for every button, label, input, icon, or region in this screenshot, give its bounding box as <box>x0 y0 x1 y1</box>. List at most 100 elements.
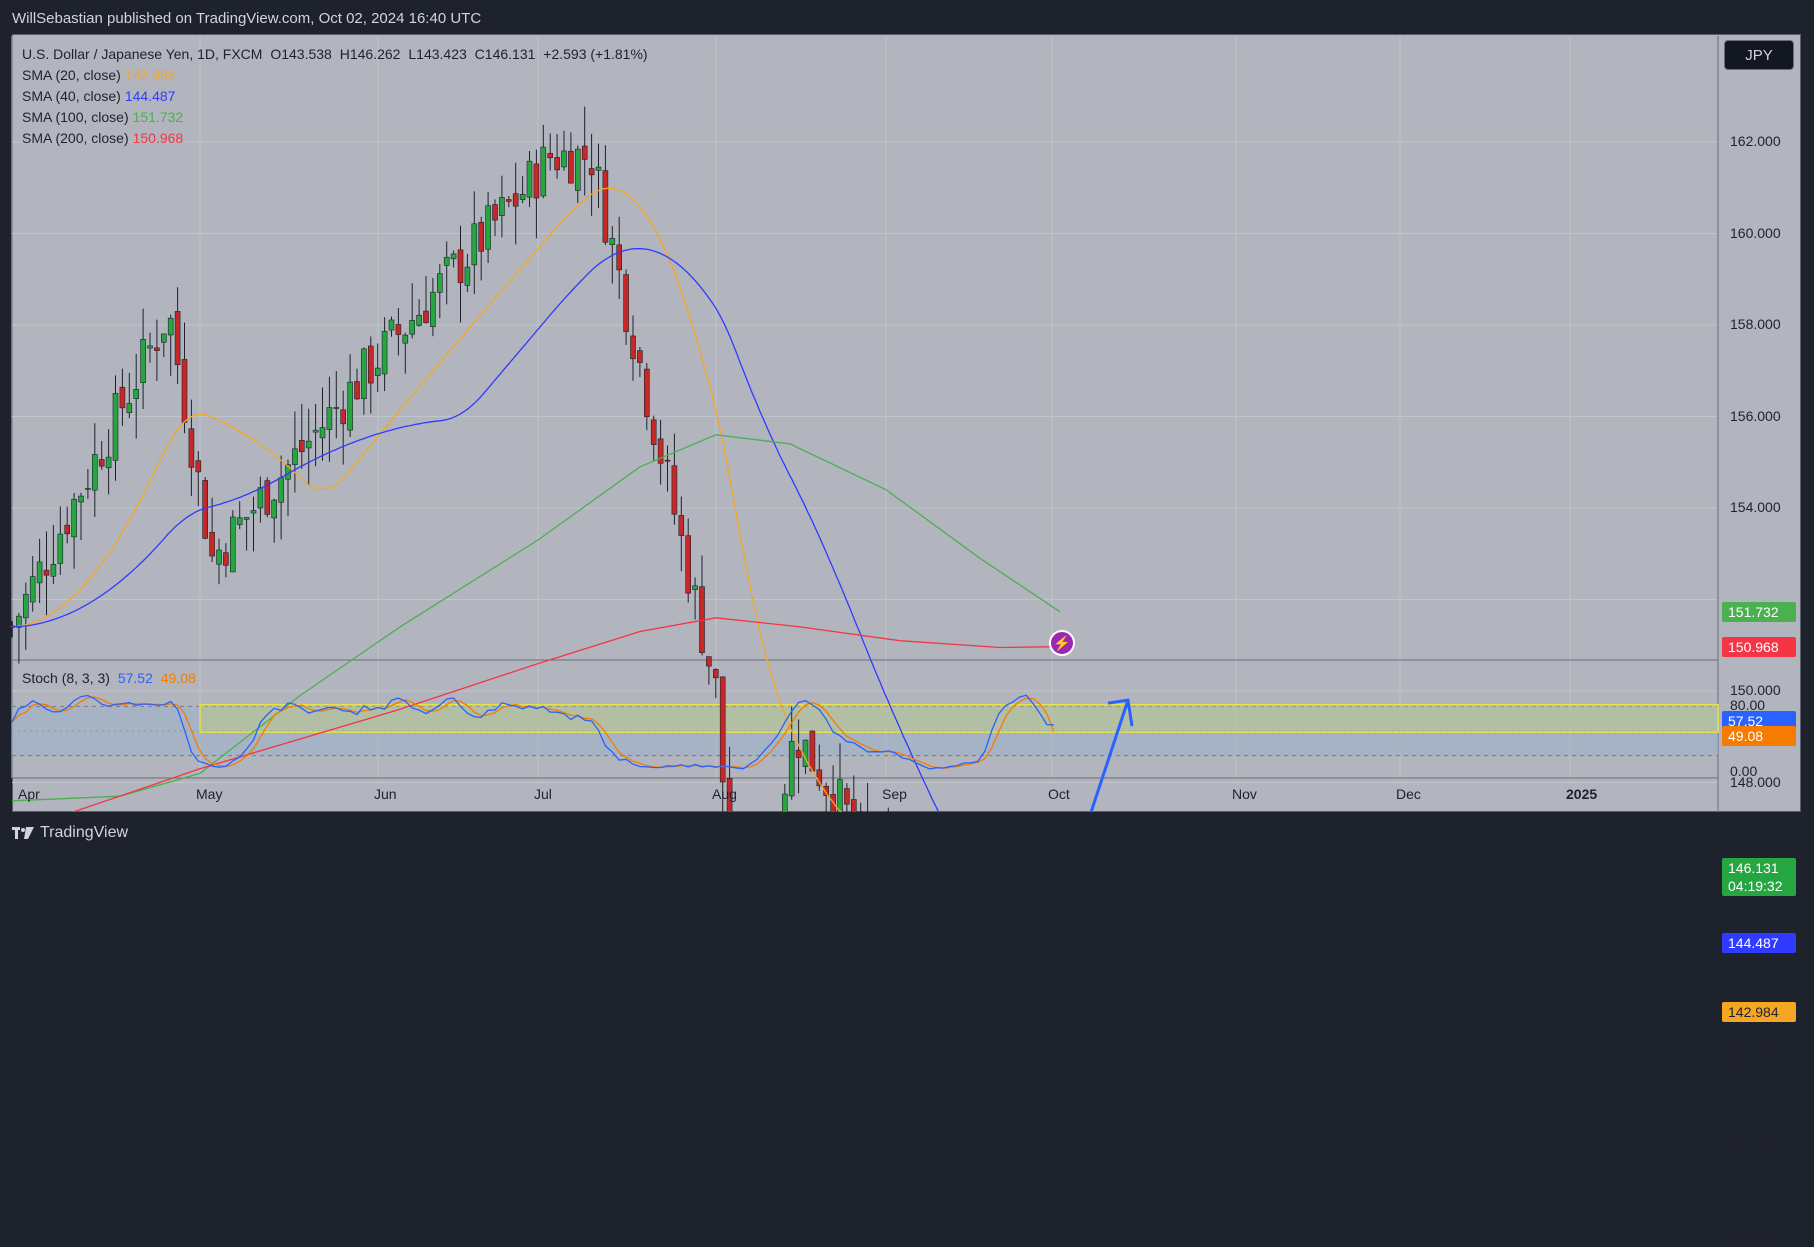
indicator-value: 150.968 <box>132 130 184 146</box>
candle-up <box>133 389 139 399</box>
candle-down <box>706 656 712 667</box>
ohlc-change: +2.593 (+1.81%) <box>543 46 648 62</box>
candle-up <box>278 477 284 503</box>
resistance-zone <box>199 703 1719 733</box>
candle-down <box>623 274 629 332</box>
candle-up <box>361 348 367 399</box>
candle-down <box>568 150 574 184</box>
candle-down <box>616 244 623 271</box>
time-tick-label: Nov <box>1232 786 1257 802</box>
time-tick-label: Aug <box>712 786 737 802</box>
candle-down <box>650 419 657 445</box>
candle-up <box>595 166 602 171</box>
candle-up <box>105 456 112 469</box>
candle-up <box>381 331 388 375</box>
time-tick-label: Oct <box>1048 786 1070 802</box>
candle-down <box>119 386 126 409</box>
candle-down <box>505 199 512 202</box>
price-tag-sma200: 150.968 <box>1722 636 1796 657</box>
candle-up <box>788 740 795 797</box>
price-tick-label: 154.000 <box>1730 499 1781 515</box>
price-tag-sma100: 151.732 <box>1722 601 1796 622</box>
candle-up <box>36 561 43 584</box>
candle-up <box>22 593 29 619</box>
candle-down <box>630 335 636 360</box>
indicator-label: SMA (200, close) <box>22 130 129 146</box>
candle-down <box>712 669 719 679</box>
sma40-line <box>11 247 962 856</box>
candle-down <box>43 569 50 576</box>
stoch-tick-label: 0.00 <box>1730 763 1758 779</box>
lightning-icon[interactable]: ⚡ <box>1049 630 1075 656</box>
candle-down <box>554 157 560 171</box>
ohlc-open: O143.538 <box>270 46 332 62</box>
candle-down <box>685 535 692 594</box>
candle-up <box>485 205 491 250</box>
indicator-row[interactable]: SMA (20, close) 142.984 <box>22 65 652 86</box>
candle-up <box>319 427 326 439</box>
candle-down <box>478 221 485 252</box>
candle-down <box>264 480 271 515</box>
candle-down <box>64 524 70 535</box>
candle-up <box>16 615 22 628</box>
price-tick-label: 140.000 <box>1730 1139 1781 1156</box>
indicator-row[interactable]: SMA (200, close) 150.968 <box>22 128 652 149</box>
candle-up <box>430 291 436 327</box>
candle-down <box>637 350 643 363</box>
candle-down <box>588 168 595 176</box>
currency-badge[interactable]: JPY <box>1724 40 1794 70</box>
price-tick-label: 160.000 <box>1730 224 1781 241</box>
tradingview-brand: TradingView <box>40 824 129 841</box>
candle-up <box>464 266 471 286</box>
ohlc-close: C146.131 <box>474 46 536 62</box>
candle-up <box>443 256 450 266</box>
candle-up <box>140 339 146 384</box>
stoch-d-value: 49.08 <box>160 670 196 686</box>
stoch-label[interactable]: Stoch (8, 3, 3) <box>22 670 110 686</box>
sma200-line <box>11 617 1061 834</box>
candle-down <box>809 730 816 772</box>
candle-up <box>540 146 547 197</box>
candle-up <box>216 549 222 565</box>
sma100-line <box>11 434 1061 802</box>
candle-up <box>92 454 98 491</box>
bullish-arrowhead <box>1107 698 1134 727</box>
stoch-k-line <box>11 694 1054 770</box>
time-tick-label: Apr <box>18 786 40 802</box>
indicator-value: 151.732 <box>132 109 184 125</box>
price-chart[interactable] <box>0 0 1814 856</box>
publish-info: WillSebastian published on TradingView.c… <box>12 10 482 27</box>
last-price-value: 146.131 <box>1728 860 1779 876</box>
candle-down <box>174 311 181 366</box>
price-tick-label: 156.000 <box>1730 407 1781 424</box>
candle-down <box>98 459 105 467</box>
price-tick-label: 150.000 <box>1730 682 1781 698</box>
tradingview-logo[interactable]: TradingView <box>12 824 128 842</box>
chart-pane[interactable] <box>12 34 1801 812</box>
candle-up <box>333 407 340 409</box>
candle-down <box>492 204 498 221</box>
candle-up <box>519 193 526 200</box>
time-tick-label: Jul <box>534 786 552 802</box>
stoch-k-value: 57.52 <box>117 670 153 686</box>
price-tag-last: 146.131 04:19:32 <box>1722 858 1796 896</box>
candle-down <box>512 193 519 207</box>
candle-down <box>844 788 850 805</box>
candle-up <box>250 510 257 514</box>
price-tick-label: 138.000 <box>1730 1231 1781 1247</box>
indicator-row[interactable]: SMA (100, close) 151.732 <box>22 107 652 128</box>
candle-up <box>243 517 250 520</box>
candle-up <box>326 407 333 430</box>
candle-up <box>147 345 153 349</box>
candle-up <box>347 381 353 431</box>
candle-down <box>223 552 229 566</box>
candle-down <box>602 170 609 243</box>
time-tick-label: Dec <box>1396 786 1421 802</box>
symbol-name[interactable]: U.S. Dollar / Japanese Yen, 1D, FXCM <box>22 46 263 62</box>
candle-up <box>50 564 57 577</box>
candle-down <box>457 249 464 284</box>
price-tick-label: 142.000 <box>1730 1048 1781 1064</box>
candle-down <box>581 145 588 160</box>
indicator-row[interactable]: SMA (40, close) 144.487 <box>22 86 652 107</box>
candle-down <box>354 381 360 400</box>
